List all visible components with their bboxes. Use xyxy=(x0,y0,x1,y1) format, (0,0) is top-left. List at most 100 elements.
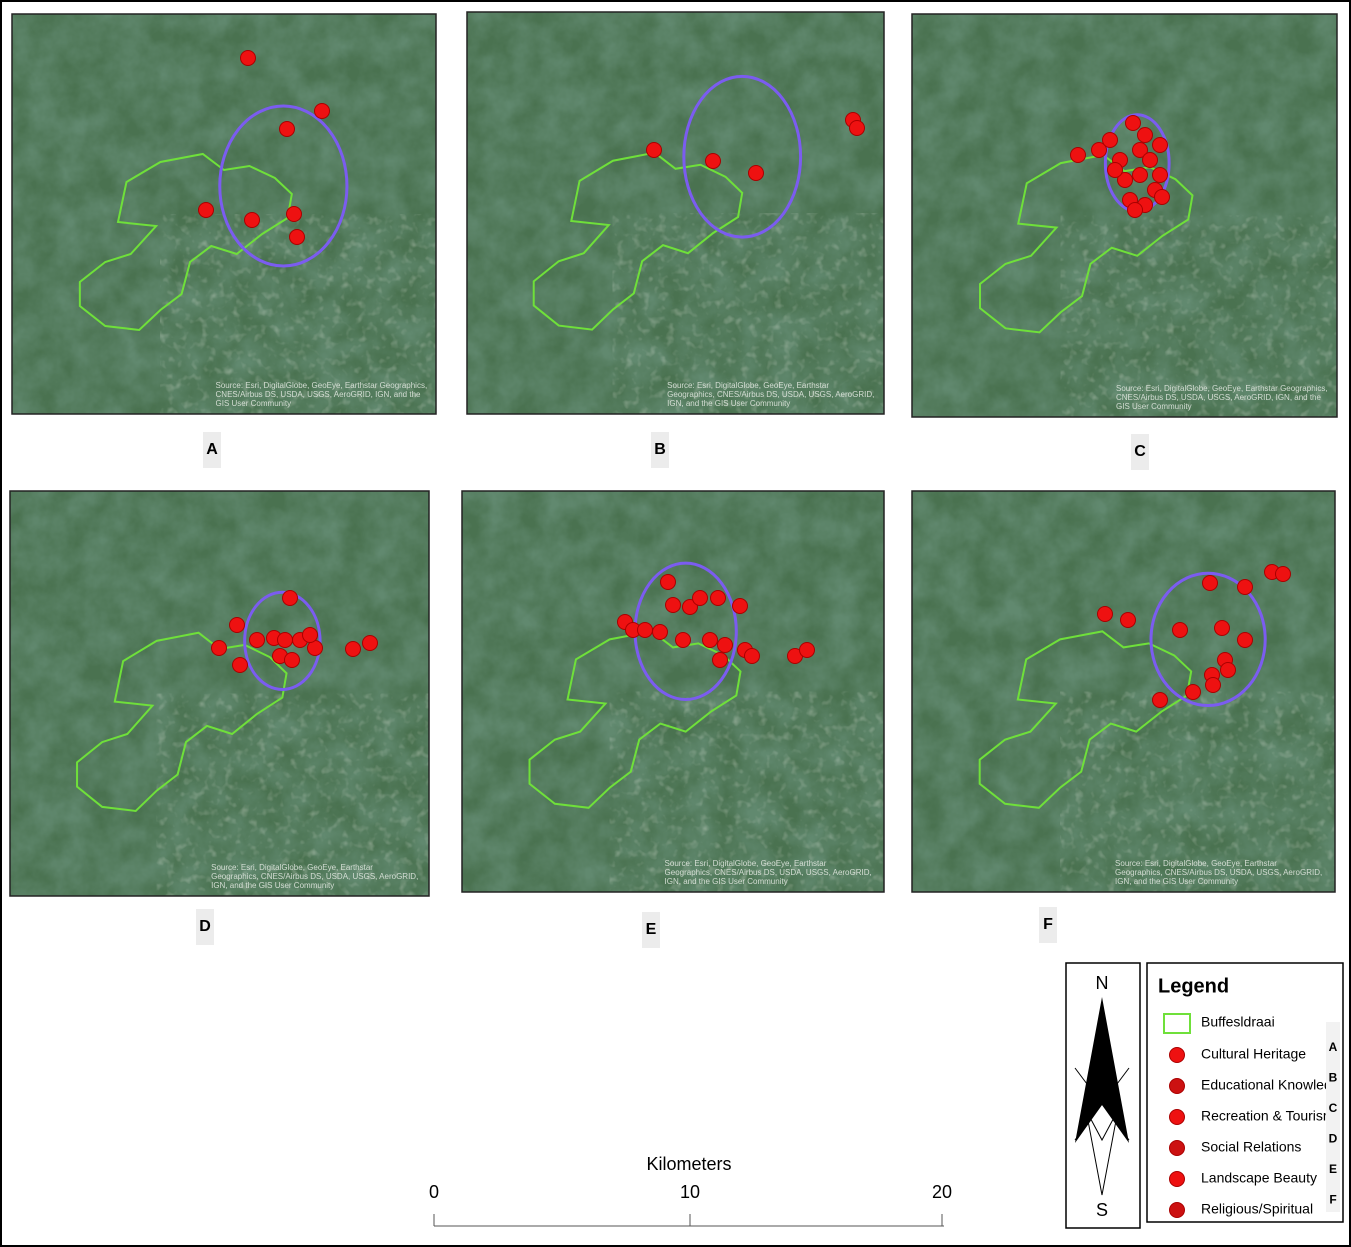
value-point xyxy=(315,104,330,119)
panel-label: B xyxy=(654,441,666,458)
map-panel: Source: Esri, DigitalGlobe, GeoEye, Eart… xyxy=(912,491,1335,892)
value-point xyxy=(745,649,760,664)
value-point xyxy=(283,591,298,606)
value-point xyxy=(661,575,676,590)
map-panel: Source: Esri, DigitalGlobe, GeoEye, Eart… xyxy=(467,12,884,414)
attribution: Source: Esri, DigitalGlobe, GeoEye, Eart… xyxy=(1116,384,1329,416)
attribution-text: Source: Esri, DigitalGlobe, GeoEye, Eart… xyxy=(211,863,421,890)
legend-label: Social Relations xyxy=(1201,1139,1301,1155)
value-point xyxy=(199,203,214,218)
value-point xyxy=(245,213,260,228)
value-point xyxy=(703,633,718,648)
value-point xyxy=(693,591,708,606)
panel-label: D xyxy=(199,918,211,935)
value-point xyxy=(285,653,300,668)
value-point xyxy=(850,121,865,136)
north-label: N xyxy=(1096,973,1109,993)
value-point xyxy=(303,628,318,643)
value-point xyxy=(1221,663,1236,678)
legend-swatch xyxy=(1170,1048,1185,1063)
value-point xyxy=(1215,621,1230,636)
value-point xyxy=(1071,148,1086,163)
legend-swatch xyxy=(1170,1079,1185,1094)
value-point xyxy=(1238,633,1253,648)
scale-tick-label: 10 xyxy=(680,1182,700,1202)
value-point xyxy=(653,625,668,640)
legend-swatch xyxy=(1170,1110,1185,1125)
value-point xyxy=(1276,567,1291,582)
value-point xyxy=(287,207,302,222)
legend-label: Landscape Beauty xyxy=(1201,1170,1317,1186)
value-point xyxy=(1138,128,1153,143)
value-point xyxy=(280,122,295,137)
scale-tick-label: 0 xyxy=(429,1182,439,1202)
panel-label: E xyxy=(646,921,657,938)
attribution-text: Source: Esri, DigitalGlobe, GeoEye, Eart… xyxy=(1116,384,1329,411)
value-point xyxy=(1155,190,1170,205)
side-label: E xyxy=(1329,1162,1337,1176)
value-point xyxy=(1121,613,1136,628)
value-point xyxy=(241,51,256,66)
value-point xyxy=(1103,133,1118,148)
side-label: C xyxy=(1329,1101,1338,1115)
panel-label: C xyxy=(1134,443,1146,460)
value-point xyxy=(1238,580,1253,595)
value-point xyxy=(1203,576,1218,591)
legend-label: Educational Knowledge xyxy=(1201,1077,1348,1093)
value-point xyxy=(230,618,245,633)
legend-swatch xyxy=(1170,1172,1185,1187)
side-label: D xyxy=(1329,1132,1338,1146)
value-point xyxy=(706,154,721,169)
value-point xyxy=(1206,678,1221,693)
map-panel: Source: Esri, DigitalGlobe, GeoEye, Eart… xyxy=(462,491,884,892)
value-point xyxy=(800,643,815,658)
attribution: Source: Esri, DigitalGlobe, GeoEye, Eart… xyxy=(1115,859,1327,891)
value-point xyxy=(1173,623,1188,638)
figure: Source: Esri, DigitalGlobe, GeoEye, Eart… xyxy=(0,0,1351,1247)
value-point xyxy=(1153,168,1168,183)
value-point xyxy=(1108,163,1123,178)
value-point xyxy=(676,633,691,648)
value-point xyxy=(1153,693,1168,708)
value-point xyxy=(1098,607,1113,622)
attribution-text: Source: Esri, DigitalGlobe, GeoEye, Eart… xyxy=(665,859,876,886)
legend-swatch xyxy=(1170,1141,1185,1156)
value-point xyxy=(233,658,248,673)
panel-label: F xyxy=(1043,916,1053,933)
panel-label: A xyxy=(206,441,218,458)
legend-label: Recreation & Tourism xyxy=(1201,1108,1335,1124)
value-point xyxy=(1133,168,1148,183)
scale-tick-label: 20 xyxy=(932,1182,952,1202)
attribution: Source: Esri, DigitalGlobe, GeoEye, Eart… xyxy=(211,863,421,895)
map-panel: Source: Esri, DigitalGlobe, GeoEye, Eart… xyxy=(12,14,436,414)
value-point xyxy=(1153,138,1168,153)
side-label: A xyxy=(1329,1040,1338,1054)
attribution-text: Source: Esri, DigitalGlobe, GeoEye, Eart… xyxy=(1115,859,1327,886)
value-point xyxy=(1126,116,1141,131)
value-point xyxy=(713,653,728,668)
value-point xyxy=(1186,685,1201,700)
value-point xyxy=(647,143,662,158)
attribution-text: Source: Esri, DigitalGlobe, GeoEye, Eart… xyxy=(667,381,876,408)
scale-title: Kilometers xyxy=(646,1154,731,1174)
value-point xyxy=(666,598,681,613)
value-point xyxy=(278,633,293,648)
value-point xyxy=(733,599,748,614)
value-point xyxy=(711,591,726,606)
legend-label: Cultural Heritage xyxy=(1201,1046,1306,1062)
value-point xyxy=(290,230,305,245)
south-label: S xyxy=(1096,1200,1108,1220)
legend-label: Religious/Spiritual xyxy=(1201,1201,1313,1217)
side-label: F xyxy=(1329,1193,1336,1207)
legend-label: Buffesldraai xyxy=(1201,1014,1275,1030)
legend-title: Legend xyxy=(1158,975,1229,997)
map-panel: Source: Esri, DigitalGlobe, GeoEye, Eart… xyxy=(912,14,1337,417)
value-point xyxy=(718,638,733,653)
value-point xyxy=(346,642,361,657)
side-label: B xyxy=(1329,1071,1338,1085)
value-point xyxy=(1143,153,1158,168)
value-point xyxy=(250,633,265,648)
legend-swatch xyxy=(1170,1203,1185,1218)
attribution: Source: Esri, DigitalGlobe, GeoEye, Eart… xyxy=(665,859,876,891)
value-point xyxy=(1128,203,1143,218)
